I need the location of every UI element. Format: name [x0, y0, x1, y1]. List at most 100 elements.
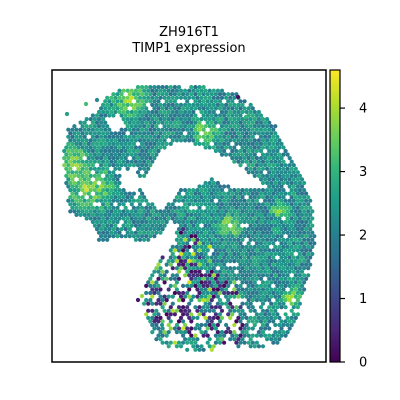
tissue-spot [248, 294, 253, 299]
tissue-spot [281, 195, 286, 200]
tissue-spot [88, 180, 93, 186]
tissue-spot [183, 202, 188, 207]
tissue-spot [187, 287, 192, 292]
tissue-spot [88, 124, 93, 129]
tissue-spot [293, 173, 298, 178]
tissue-spot [115, 184, 120, 189]
tissue-spot [176, 241, 182, 246]
tissue-spot [197, 205, 202, 210]
tissue-spot [129, 124, 134, 129]
tissue-spot [252, 280, 257, 285]
tissue-spot [183, 308, 188, 313]
tissue-spot [150, 216, 155, 221]
tissue-spot [191, 237, 196, 242]
tissue-spot [256, 173, 261, 178]
tissue-spot [99, 156, 104, 161]
tissue-spot [248, 202, 253, 207]
tissue-spot [191, 259, 196, 264]
tissue-spot [275, 340, 280, 345]
tissue-spot [256, 230, 261, 235]
tissue-spot [219, 109, 225, 115]
tissue-spot [105, 188, 110, 193]
tissue-spot [92, 180, 97, 186]
tissue-spot [148, 298, 153, 303]
tissue-spot [215, 315, 220, 320]
tissue-spot [236, 209, 241, 214]
tissue-spot [230, 198, 235, 203]
tissue-spot [86, 156, 91, 161]
tissue-spot [111, 219, 116, 225]
tissue-spot [211, 251, 216, 257]
tissue-spot [211, 138, 216, 143]
tissue-spot [285, 244, 290, 249]
tissue-spot [248, 301, 253, 306]
tissue-spot [156, 227, 161, 232]
tissue-spot [289, 180, 294, 186]
tissue-spot [162, 109, 167, 115]
tissue-spot [211, 95, 216, 100]
tissue-spot [170, 102, 175, 107]
tissue-spot [189, 276, 194, 281]
tissue-spot [250, 333, 255, 338]
tissue-spot [191, 344, 196, 349]
tissue-spot [232, 322, 237, 328]
tissue-spot [152, 205, 157, 210]
tissue-spot [297, 251, 302, 257]
tissue-spot [189, 92, 194, 97]
tissue-spot [119, 106, 124, 111]
tissue-spot [193, 227, 198, 232]
tissue-spot [199, 109, 204, 115]
tissue-spot [181, 283, 186, 288]
tissue-spot [156, 333, 161, 338]
tissue-spot [103, 219, 108, 225]
tissue-spot [197, 184, 202, 189]
tissue-spot [258, 262, 264, 267]
tissue-spot [119, 227, 124, 232]
tissue-spot [263, 326, 268, 331]
tissue-spot [178, 266, 184, 271]
tissue-spot [281, 330, 286, 335]
tissue-spot [302, 237, 307, 242]
tissue-spot [240, 216, 245, 221]
tissue-spot [109, 195, 114, 200]
tissue-spot [240, 266, 245, 271]
tissue-spot [205, 255, 210, 260]
tissue-spot [86, 170, 91, 175]
tissue-spot [246, 219, 251, 225]
tissue-spot [213, 333, 218, 338]
tissue-spot [74, 156, 79, 161]
tissue-spot [232, 308, 237, 313]
tissue-spot [295, 305, 300, 310]
tissue-spot [90, 113, 95, 118]
tissue-spot [232, 330, 237, 335]
tissue-spot [199, 88, 204, 93]
tissue-spot [68, 195, 73, 200]
tissue-spot [209, 184, 214, 189]
tissue-spot [88, 209, 93, 214]
tissue-spot [172, 198, 177, 203]
tissue-spot [207, 216, 212, 221]
tissue-spot [172, 312, 177, 317]
tissue-spot [213, 326, 218, 331]
tissue-spot [90, 212, 95, 217]
tissue-spot [174, 195, 179, 200]
tissue-spot [230, 156, 235, 161]
tissue-spot [154, 117, 159, 122]
tissue-spot [133, 102, 138, 107]
tissue-spot [94, 227, 100, 232]
tissue-spot [285, 315, 290, 320]
tissue-spot [168, 248, 173, 253]
tissue-spot [222, 333, 227, 338]
tissue-spot [84, 152, 89, 157]
tissue-spot [230, 312, 235, 317]
tissue-spot [299, 262, 305, 267]
tissue-spot [64, 180, 69, 186]
tissue-spot [271, 319, 276, 324]
tissue-spot [115, 177, 120, 182]
tissue-spot [256, 273, 261, 278]
tissue-spot [240, 145, 245, 150]
tissue-spot [113, 209, 118, 214]
tissue-spot [302, 188, 307, 193]
tissue-spot [242, 234, 247, 239]
tissue-spot [281, 273, 286, 278]
